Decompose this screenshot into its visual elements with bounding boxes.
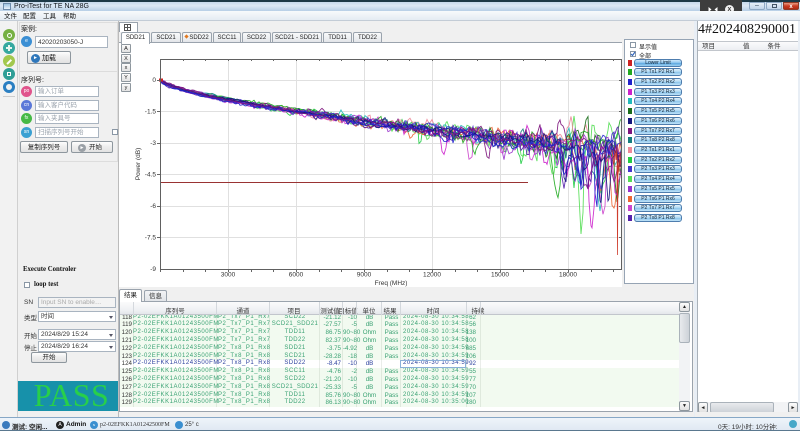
svg-text:-3: -3 [150, 140, 156, 147]
svg-text:9000: 9000 [357, 272, 372, 279]
svg-text:-9: -9 [150, 266, 156, 273]
svg-text:-6: -6 [150, 203, 156, 210]
svg-text:3000: 3000 [221, 272, 236, 279]
svg-text:-1.5: -1.5 [145, 109, 157, 116]
svg-text:-7.5: -7.5 [145, 235, 157, 242]
svg-text:Power (dB): Power (dB) [135, 148, 142, 181]
svg-text:Freq (MHz): Freq (MHz) [375, 280, 408, 287]
svg-text:-4.5: -4.5 [145, 172, 157, 179]
svg-text:15000: 15000 [491, 272, 509, 279]
svg-text:6000: 6000 [289, 272, 304, 279]
svg-text:0: 0 [152, 77, 156, 84]
svg-text:18000: 18000 [559, 272, 577, 279]
svg-text:12000: 12000 [423, 272, 441, 279]
